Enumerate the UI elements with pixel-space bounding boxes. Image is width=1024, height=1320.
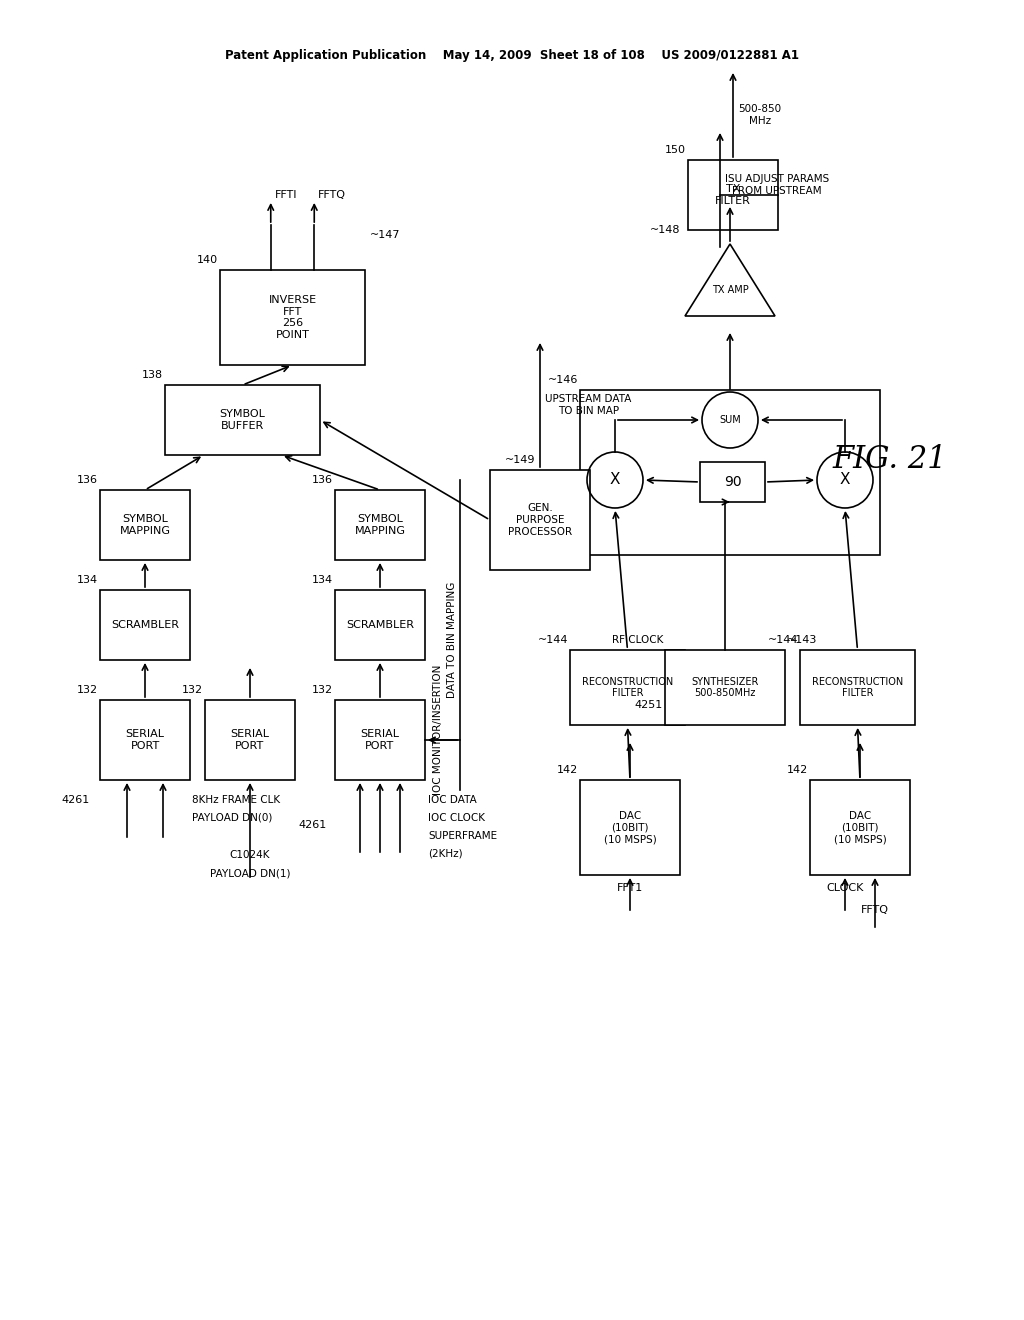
- Bar: [335, 590, 425, 660]
- Text: 132: 132: [312, 685, 333, 696]
- Text: 142: 142: [786, 766, 808, 775]
- Text: 4261: 4261: [299, 820, 327, 830]
- Text: CLOCK: CLOCK: [826, 883, 863, 894]
- Text: SYMBOL
BUFFER: SYMBOL BUFFER: [219, 409, 265, 430]
- Text: (2KHz): (2KHz): [428, 849, 463, 859]
- Text: Patent Application Publication    May 14, 2009  Sheet 18 of 108    US 2009/01228: Patent Application Publication May 14, 2…: [225, 49, 799, 62]
- Bar: [700, 462, 765, 502]
- Text: IOC CLOCK: IOC CLOCK: [428, 813, 485, 822]
- Text: 132: 132: [77, 685, 98, 696]
- Text: 500-850
MHz: 500-850 MHz: [738, 104, 781, 125]
- Text: RF CLOCK: RF CLOCK: [611, 635, 663, 645]
- Text: DAC
(10BIT)
(10 MSPS): DAC (10BIT) (10 MSPS): [603, 810, 656, 843]
- Text: ~143: ~143: [787, 635, 817, 645]
- Text: SYMBOL
MAPPING: SYMBOL MAPPING: [354, 515, 406, 536]
- Bar: [580, 389, 880, 554]
- Text: 132: 132: [182, 685, 203, 696]
- Text: 140: 140: [197, 255, 218, 265]
- Text: 134: 134: [77, 576, 98, 585]
- Text: IOC DATA: IOC DATA: [428, 795, 477, 805]
- Text: ISU ADJUST PARAMS
FROM UPSTREAM: ISU ADJUST PARAMS FROM UPSTREAM: [725, 174, 829, 195]
- Text: 134: 134: [312, 576, 333, 585]
- Bar: [165, 385, 319, 455]
- Text: SCRAMBLER: SCRAMBLER: [111, 620, 179, 630]
- Text: X: X: [609, 473, 621, 487]
- Text: DAC
(10BIT)
(10 MSPS): DAC (10BIT) (10 MSPS): [834, 810, 887, 843]
- Bar: [220, 271, 365, 366]
- Text: 142: 142: [557, 766, 578, 775]
- Text: FFTI: FFTI: [274, 190, 297, 201]
- Text: GEN.
PURPOSE
PROCESSOR: GEN. PURPOSE PROCESSOR: [508, 503, 572, 537]
- Text: SYMBOL
MAPPING: SYMBOL MAPPING: [120, 515, 171, 536]
- Text: ~144: ~144: [538, 635, 568, 645]
- Text: FFTQ: FFTQ: [318, 190, 346, 201]
- Text: SERIAL
PORT: SERIAL PORT: [126, 729, 165, 751]
- Text: DATA TO BIN MAPPING: DATA TO BIN MAPPING: [447, 582, 457, 698]
- Text: ~147: ~147: [370, 230, 400, 240]
- Text: SCRAMBLER: SCRAMBLER: [346, 620, 414, 630]
- Text: IOC MONITOR/INSERTION: IOC MONITOR/INSERTION: [433, 665, 443, 795]
- Bar: [335, 490, 425, 560]
- Text: ~149: ~149: [505, 455, 535, 465]
- Bar: [688, 160, 778, 230]
- Bar: [570, 649, 685, 725]
- Bar: [580, 780, 680, 875]
- Text: 136: 136: [312, 475, 333, 484]
- Text: SERIAL
PORT: SERIAL PORT: [360, 729, 399, 751]
- Text: UPSTREAM DATA
TO BIN MAP: UPSTREAM DATA TO BIN MAP: [545, 395, 632, 416]
- Text: RECONSTRUCTION
FILTER: RECONSTRUCTION FILTER: [812, 677, 903, 698]
- Text: SERIAL
PORT: SERIAL PORT: [230, 729, 269, 751]
- Text: ~148: ~148: [649, 224, 680, 235]
- Text: FFT1: FFT1: [616, 883, 643, 894]
- Text: SUPERFRAME: SUPERFRAME: [428, 832, 497, 841]
- Text: 4261: 4261: [61, 795, 90, 805]
- Text: ~144: ~144: [768, 635, 798, 645]
- Text: PAYLOAD DN(1): PAYLOAD DN(1): [210, 869, 290, 878]
- Text: 90: 90: [724, 475, 741, 488]
- Bar: [665, 649, 785, 725]
- Bar: [100, 490, 190, 560]
- Text: 136: 136: [77, 475, 98, 484]
- Text: PAYLOAD DN(0): PAYLOAD DN(0): [193, 812, 272, 822]
- Text: TX
FILTER: TX FILTER: [715, 185, 751, 206]
- Bar: [490, 470, 590, 570]
- Bar: [205, 700, 295, 780]
- Text: SUM: SUM: [719, 414, 741, 425]
- Text: TX AMP: TX AMP: [712, 285, 749, 294]
- Text: FFTQ: FFTQ: [861, 906, 889, 915]
- Bar: [810, 780, 910, 875]
- Text: ~146: ~146: [548, 375, 578, 385]
- Text: C1024K: C1024K: [229, 850, 270, 861]
- Text: 138: 138: [142, 370, 163, 380]
- Text: 8KHz FRAME CLK: 8KHz FRAME CLK: [193, 795, 281, 805]
- Bar: [100, 700, 190, 780]
- Bar: [100, 590, 190, 660]
- Text: 4251: 4251: [635, 700, 663, 710]
- Text: RECONSTRUCTION
FILTER: RECONSTRUCTION FILTER: [582, 677, 673, 698]
- Bar: [800, 649, 915, 725]
- Text: SYNTHESIZER
500-850MHz: SYNTHESIZER 500-850MHz: [691, 677, 759, 698]
- Text: FIG. 21: FIG. 21: [833, 445, 947, 475]
- Text: INVERSE
FFT
256
POINT: INVERSE FFT 256 POINT: [268, 296, 316, 339]
- Bar: [335, 700, 425, 780]
- Text: 150: 150: [665, 145, 686, 154]
- Text: X: X: [840, 473, 850, 487]
